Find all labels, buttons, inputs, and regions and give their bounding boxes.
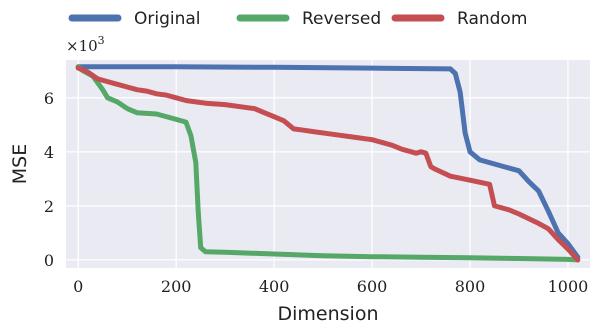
y-axis-label: MSE (9, 144, 31, 184)
y-axis-scale-label: ×103 (66, 34, 105, 55)
y-tick-label: 6 (44, 89, 54, 108)
legend-label-random: Random (457, 9, 527, 29)
legend-label-reversed: Reversed (302, 9, 381, 29)
legend-label-original: Original (134, 9, 201, 29)
y-tick-label: 0 (44, 251, 54, 270)
x-tick-label: 200 (161, 277, 192, 296)
y-tick-label: 2 (44, 197, 54, 216)
x-tick-label: 0 (73, 277, 83, 296)
plot-area (66, 60, 590, 268)
x-tick-label: 400 (259, 277, 290, 296)
y-axis-scale-exponent: 3 (98, 34, 105, 47)
x-tick-label: 1000 (548, 277, 589, 296)
axes: 0 200 400 600 800 1000 0 2 4 6 (44, 89, 589, 296)
series-line-reversed (75, 64, 581, 263)
series-line-random (75, 65, 581, 263)
x-axis-label: Dimension (278, 303, 379, 325)
x-tick-label: 800 (455, 277, 486, 296)
y-tick-label: 4 (44, 143, 54, 162)
y-axis-scale-base: ×10 (66, 37, 98, 55)
series-line-original (75, 64, 581, 260)
x-tick-label: 600 (357, 277, 388, 296)
chart-legend: Original Reversed Random (68, 9, 527, 29)
